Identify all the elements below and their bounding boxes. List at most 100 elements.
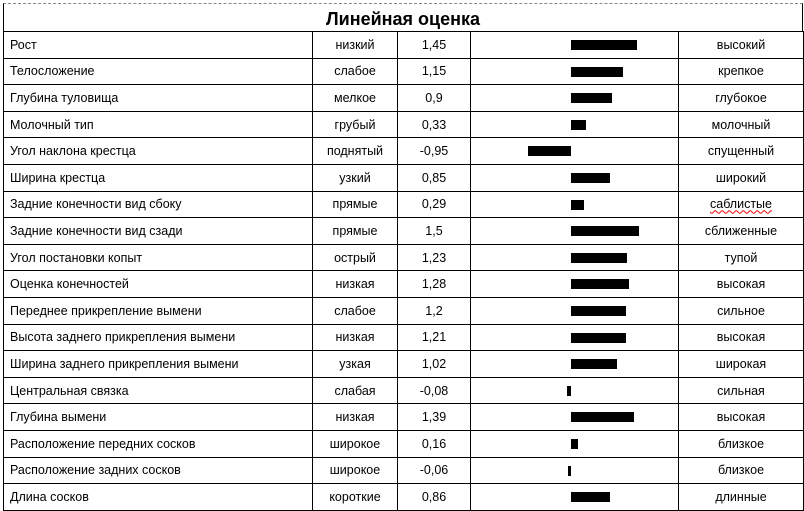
score-bar — [568, 465, 571, 476]
table-row: Телосложение слабое 1,15 крепкое — [3, 57, 804, 86]
high-descriptor-text: сближенные — [704, 223, 778, 238]
table-row: Задние конечности вид сбоку прямые 0,29 саб… — [3, 190, 804, 219]
low-descriptor: грубый — [312, 110, 398, 139]
high-descriptor-text: глубокое — [715, 90, 767, 105]
score-value: -0,08 — [397, 376, 471, 405]
bar-cell — [470, 429, 679, 458]
trait-label: Переднее прикрепление вымени — [3, 296, 313, 325]
high-descriptor: крепкое — [678, 57, 804, 86]
score-bar — [571, 119, 586, 130]
score-bar — [571, 332, 627, 343]
high-descriptor: глубокое — [678, 84, 804, 112]
high-descriptor-text: сильная — [717, 383, 765, 398]
table-row: Рост низкий 1,45 высокий — [3, 31, 804, 59]
score-value: 1,45 — [397, 31, 471, 59]
table-row: Молочный тип грубый 0,33 молочный — [3, 110, 804, 139]
bar-cell — [470, 57, 679, 86]
score-bar — [571, 66, 624, 77]
table-title: Линейная оценка — [3, 3, 803, 31]
bar-cell — [470, 323, 679, 352]
score-value: 0,29 — [397, 190, 471, 219]
high-descriptor-text: высокий — [716, 37, 766, 52]
table-row: Угол постановки копыт острый 1,23 тупой — [3, 243, 804, 272]
trait-label: Расположение передних сосков — [3, 429, 313, 458]
score-bar — [567, 385, 571, 396]
low-descriptor: острый — [312, 243, 398, 272]
bar-cell — [470, 456, 679, 485]
score-value: 1,39 — [397, 403, 471, 431]
table-row: Глубина вымени низкая 1,39 высокая — [3, 403, 804, 431]
score-value: 0,16 — [397, 429, 471, 458]
high-descriptor: близкое — [678, 456, 804, 485]
score-bar — [527, 146, 571, 157]
high-descriptor: молочный — [678, 110, 804, 139]
score-value: 1,2 — [397, 296, 471, 325]
score-value: 0,86 — [397, 483, 471, 511]
high-descriptor-text: широкая — [715, 356, 767, 371]
bar-cell — [470, 217, 679, 245]
score-bar — [571, 492, 611, 503]
score-bar — [571, 412, 635, 423]
high-descriptor-text: высокая — [716, 330, 766, 345]
table-row: Ширина крестца узкий 0,85 широкий — [3, 163, 804, 192]
table-row: Расположение задних сосков широкое -0,06 бл… — [3, 456, 804, 485]
low-descriptor: прямые — [312, 190, 398, 219]
low-descriptor: узкий — [312, 163, 398, 192]
high-descriptor-text: саблистые — [710, 197, 772, 212]
score-value: 1,15 — [397, 57, 471, 86]
high-descriptor: длинные — [678, 483, 804, 511]
score-bar — [571, 172, 610, 183]
bar-cell — [470, 403, 679, 431]
low-descriptor: слабое — [312, 296, 398, 325]
bar-cell — [470, 137, 679, 165]
table-row: Задние конечности вид сзади прямые 1,5 сбли… — [3, 217, 804, 245]
table-row: Длина сосков короткие 0,86 длинные — [3, 483, 804, 511]
bar-cell — [470, 483, 679, 511]
high-descriptor-text: близкое — [717, 463, 765, 478]
trait-label: Длина сосков — [3, 483, 313, 511]
high-descriptor: высокий — [678, 31, 804, 59]
bar-cell — [470, 243, 679, 272]
trait-label: Центральная связка — [3, 376, 313, 405]
score-bar — [571, 305, 626, 316]
high-descriptor: тупой — [678, 243, 804, 272]
score-bar — [571, 279, 630, 290]
low-descriptor: широкое — [312, 429, 398, 458]
high-descriptor: высокая — [678, 323, 804, 352]
table-row: Расположение передних сосков широкое 0,16 б… — [3, 429, 804, 458]
high-descriptor: сильное — [678, 296, 804, 325]
low-descriptor: поднятый — [312, 137, 398, 165]
trait-label: Оценка конечностей — [3, 270, 313, 298]
trait-label: Глубина вымени — [3, 403, 313, 431]
trait-label: Задние конечности вид сзади — [3, 217, 313, 245]
low-descriptor: короткие — [312, 483, 398, 511]
score-value: 1,5 — [397, 217, 471, 245]
score-bar — [571, 438, 579, 449]
bar-cell — [470, 190, 679, 219]
table-row: Оценка конечностей низкая 1,28 высокая — [3, 270, 804, 298]
trait-label: Задние конечности вид сбоку — [3, 190, 313, 219]
table-row: Ширина заднего прикрепления вымени узкая 1… — [3, 350, 804, 378]
trait-label: Угол наклона крестца — [3, 137, 313, 165]
score-bar — [571, 252, 627, 263]
score-value: 0,9 — [397, 84, 471, 112]
table-row: Угол наклона крестца поднятый -0,95 спущенн… — [3, 137, 804, 165]
high-descriptor: саблистые — [678, 190, 804, 219]
trait-label: Высота заднего прикрепления вымени — [3, 323, 313, 352]
score-bar — [571, 40, 637, 50]
trait-label: Телосложение — [3, 57, 313, 86]
trait-label: Рост — [3, 31, 313, 59]
trait-label: Ширина крестца — [3, 163, 313, 192]
high-descriptor: широкая — [678, 350, 804, 378]
high-descriptor-text: молочный — [711, 117, 771, 132]
score-value: 1,02 — [397, 350, 471, 378]
high-descriptor: высокая — [678, 270, 804, 298]
low-descriptor: низкий — [312, 31, 398, 59]
high-descriptor: широкий — [678, 163, 804, 192]
score-value: 0,85 — [397, 163, 471, 192]
low-descriptor: широкое — [312, 456, 398, 485]
high-descriptor-text: крепкое — [718, 64, 764, 79]
high-descriptor-text: высокая — [716, 410, 766, 425]
high-descriptor: близкое — [678, 429, 804, 458]
low-descriptor: низкая — [312, 323, 398, 352]
